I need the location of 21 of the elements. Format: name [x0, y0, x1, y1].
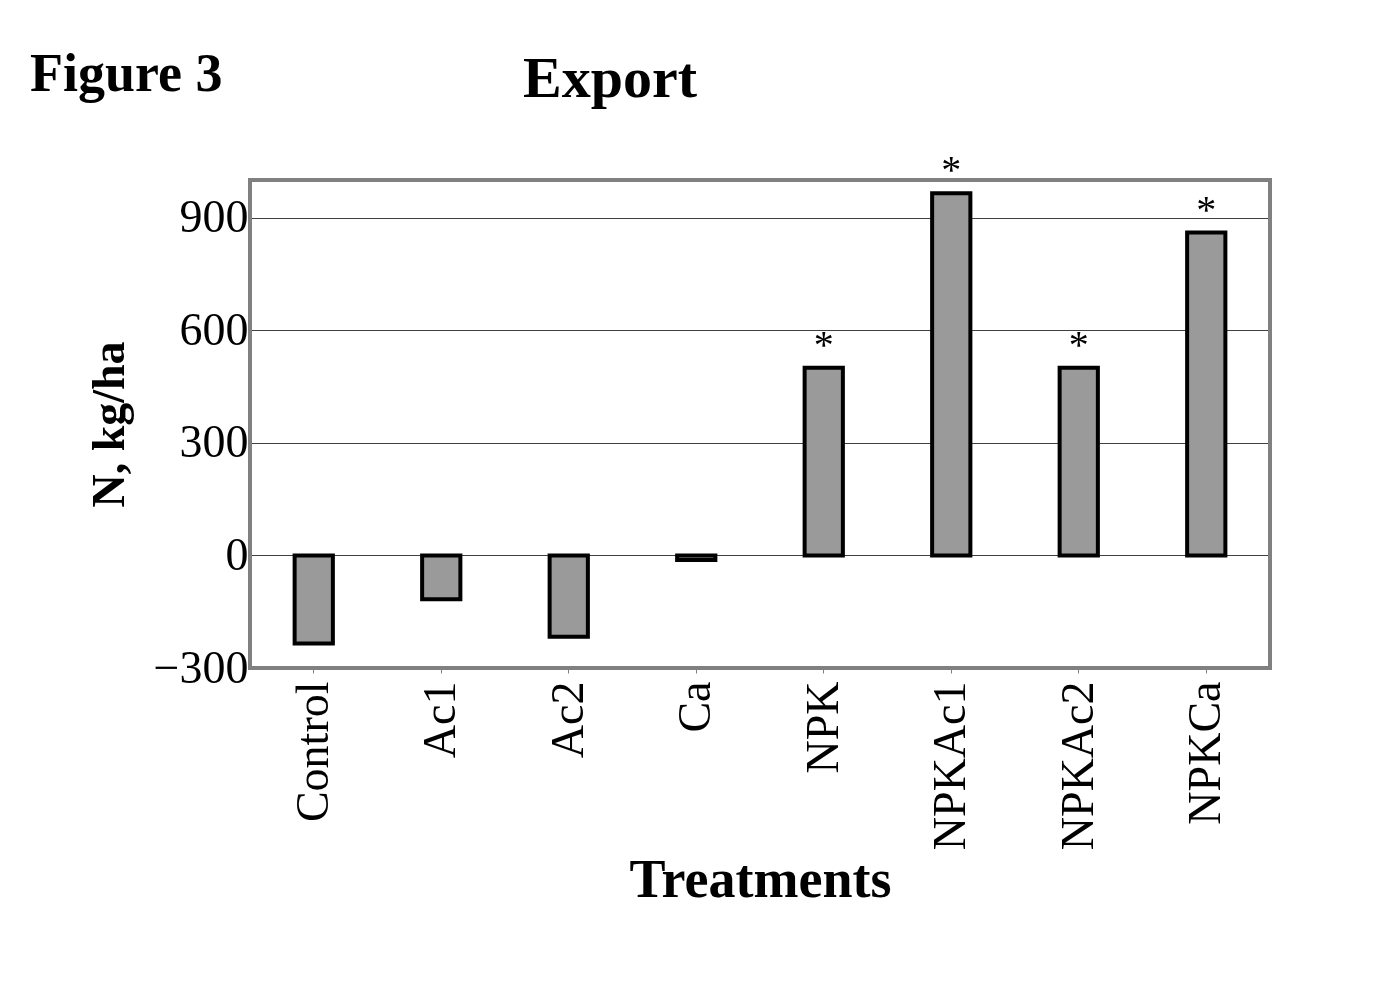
x-tick-label: NPK — [796, 681, 848, 774]
annotation: * — [813, 321, 834, 367]
caption: Figure 3 — [30, 43, 223, 103]
x-tick-label: Control — [286, 681, 338, 823]
x-axis-title: Treatments — [629, 849, 892, 910]
y-tick-label: 900 — [179, 191, 249, 243]
y-tick-label: −300 — [153, 641, 249, 693]
annotation: * — [941, 147, 962, 193]
x-tick-label: NPKCa — [1179, 681, 1231, 825]
y-tick-label: 300 — [179, 416, 249, 468]
y-tick-label: 600 — [179, 303, 249, 355]
annotation: * — [1068, 321, 1089, 367]
x-tick-label: NPKAc1 — [924, 681, 976, 851]
x-tick-label: Ac2 — [541, 681, 593, 759]
x-tick-label: Ac1 — [414, 681, 466, 759]
y-tick-label: 0 — [225, 528, 249, 580]
x-tick-label: NPKAc2 — [1051, 681, 1103, 851]
annotation: * — [1196, 186, 1217, 232]
chart-title: Export — [523, 45, 698, 110]
x-tick-label: Ca — [669, 681, 721, 733]
y-axis-title: N, kg/ha — [82, 341, 134, 508]
